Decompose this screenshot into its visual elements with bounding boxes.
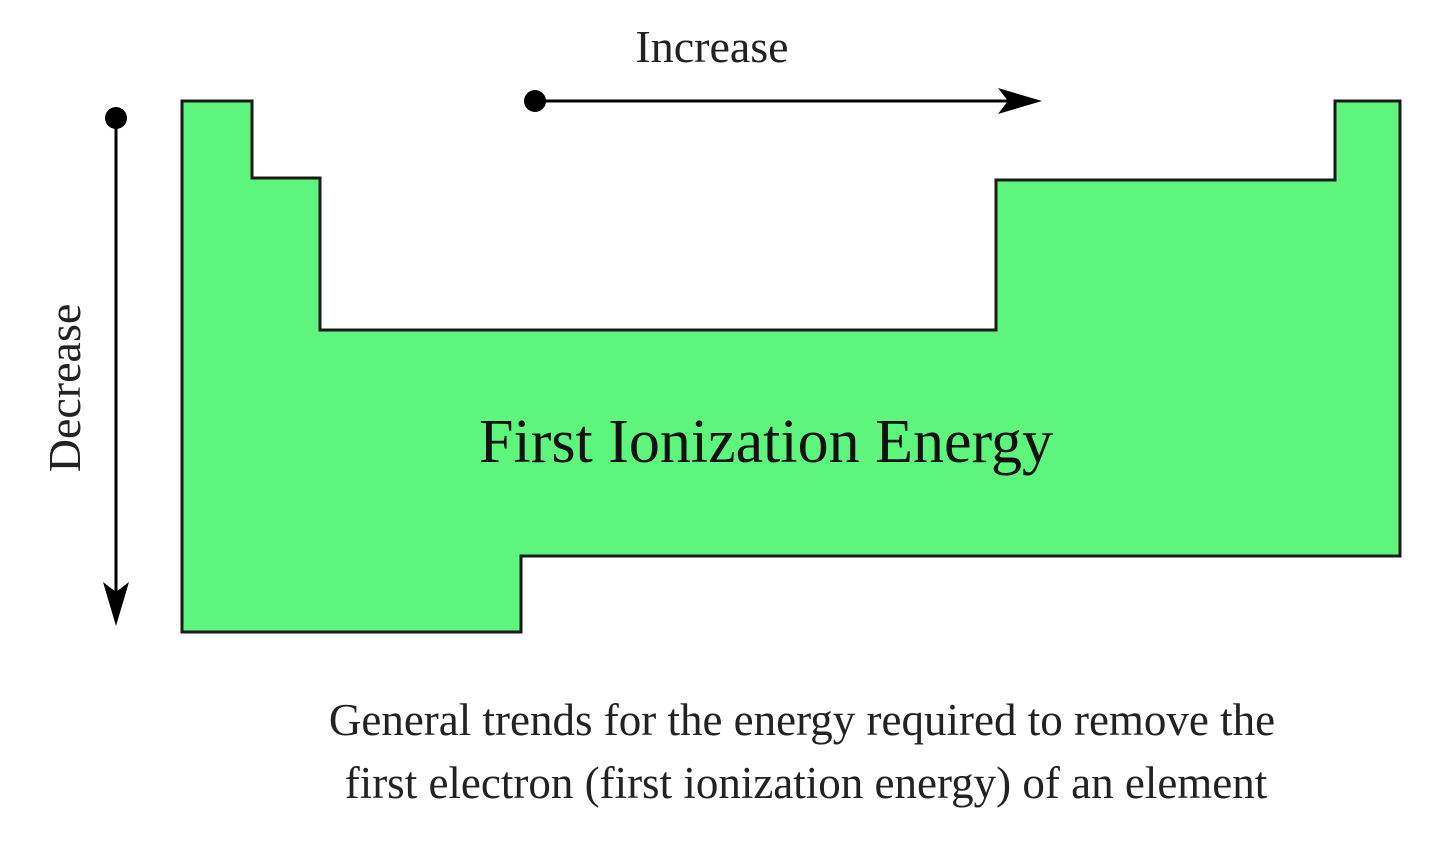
caption-line: first electron (first ionization energy)… [345, 758, 1268, 808]
center-label: First Ionization Energy [479, 408, 1053, 476]
increase-label: Increase [635, 21, 788, 72]
caption-line: General trends for the energy required t… [329, 695, 1275, 745]
vertical-arrowhead [103, 582, 129, 626]
horizontal-arrowhead [998, 88, 1042, 114]
decrease-label: Decrease [39, 304, 90, 473]
periodic-table-shape [180, 99, 1402, 634]
